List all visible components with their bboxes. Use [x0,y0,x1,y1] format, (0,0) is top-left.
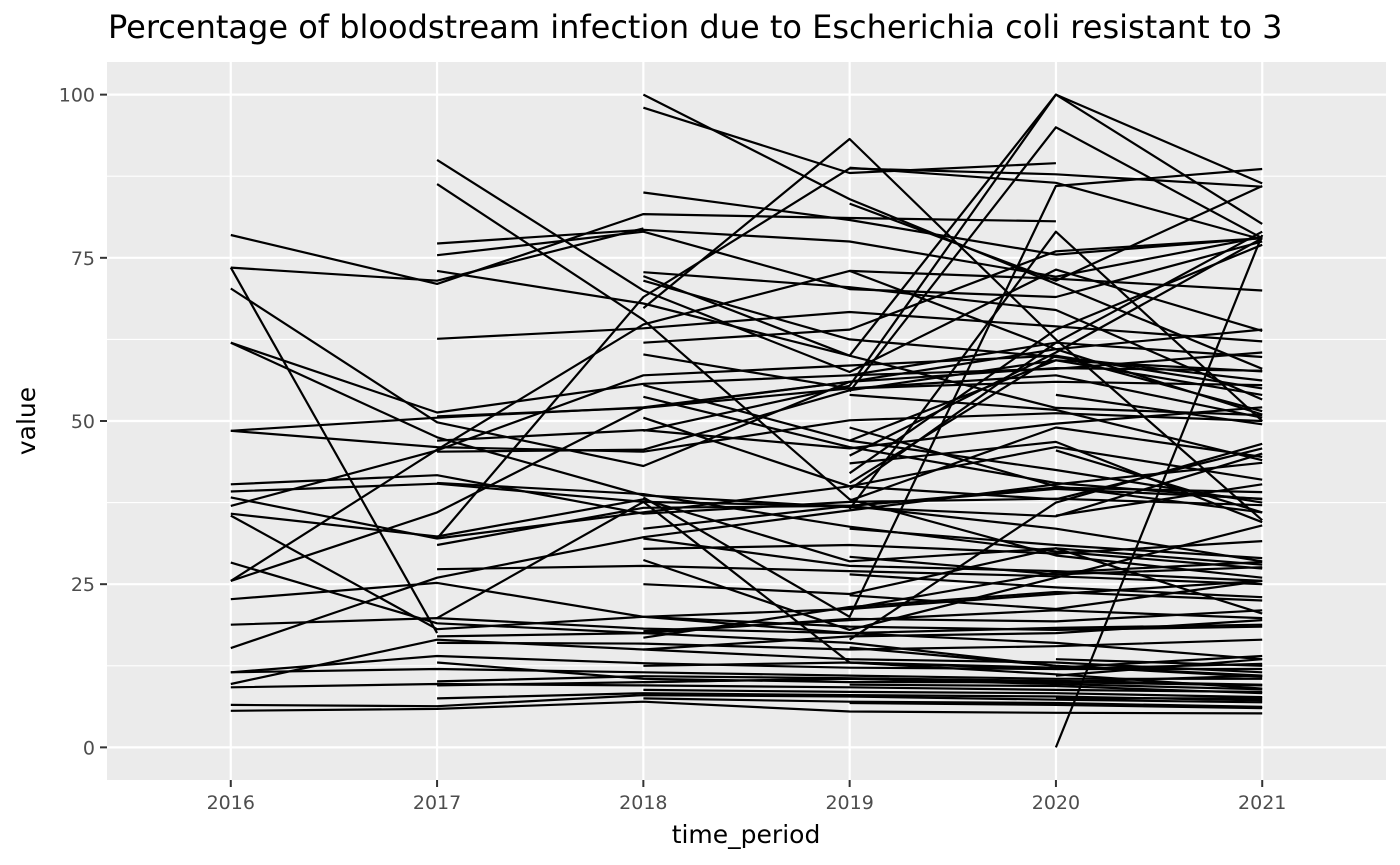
series-line-98 [849,701,1263,710]
series-line-16 [230,328,1263,582]
series-line-34 [437,406,1263,450]
series-line-61 [643,504,1263,563]
series-line-6 [230,341,1263,518]
series-line-22 [230,667,1263,680]
x-axis-title: time_period [672,820,821,849]
series-line-103 [1055,658,1263,667]
series-line-1 [230,213,1056,285]
series-line-50 [643,271,1263,401]
series-line-55 [643,353,1263,419]
series-line-78 [848,126,1263,393]
series-line-51 [643,93,1263,357]
series-line-42 [437,638,1263,651]
series-line-3 [229,267,439,634]
series-line-75 [849,185,1263,282]
axis-ticks [100,93,1264,787]
series-line-80 [849,426,1263,514]
series-line-27 [436,158,1263,374]
series-line-84 [848,243,1263,475]
series-line-49 [643,191,1263,256]
series-line-62 [643,537,1263,582]
series-line-72 [643,688,1263,699]
series-line-71 [643,677,1263,691]
y-tick-label: 50 [71,411,95,433]
axis-tick-labels: 0 25 50 75 100 2016 2017 2018 2019 2020 2021 [59,85,1287,814]
series-line-25 [230,693,1263,708]
series-line-95 [849,646,1263,678]
series-line-20 [230,461,1263,650]
series-line-23 [230,619,1263,686]
series-line-87 [849,426,1263,502]
series-line-90 [849,555,1263,576]
series-line-8 [230,412,1263,453]
series-line-67 [643,609,1263,633]
series-line-52 [643,279,1263,382]
chart-title: Percentage of bloodstream infection due … [108,8,1283,46]
series-line-48 [643,106,1056,175]
y-axis-title: value [12,387,41,455]
y-tick-label: 25 [71,574,95,596]
series-line-89 [849,527,1263,560]
series-line-41 [437,609,1263,638]
y-tick-label: 0 [83,737,95,759]
y-tick-label: 75 [71,248,95,270]
series-line-68 [643,590,1263,639]
series-line-24 [230,682,1263,693]
series-line-4 [230,287,851,468]
x-tick-label: 2017 [413,792,461,814]
y-tick-label: 100 [59,85,95,107]
series-line-63 [643,540,1263,555]
series-line-104 [1055,658,1263,677]
series-line-93 [849,560,1263,610]
series-line-54 [643,237,1263,344]
series-line-99 [1054,234,1264,748]
series-line-30 [436,230,1263,299]
series-line-94 [848,442,1263,641]
series-line-28 [436,183,1263,579]
series-line-59 [643,93,1263,432]
series-line-79 [849,393,1263,462]
x-tick-label: 2019 [825,792,873,814]
series-line-56 [643,384,1263,504]
series-line-97 [849,683,1263,695]
series-line-26 [230,700,1263,715]
series-line-88 [848,230,1263,510]
x-tick-label: 2016 [207,792,255,814]
series-line-100 [1055,393,1263,426]
series-line-73 [643,697,1263,708]
series-line-82 [849,237,1263,457]
series-line-96 [849,661,1263,690]
series-line-74 [849,166,1263,241]
series-line-14 [230,514,1263,631]
series-line-101 [1055,449,1263,514]
series-line-102 [1055,483,1263,517]
series-line-36 [437,481,1263,570]
series-line-32 [437,310,1263,343]
x-tick-label: 2018 [619,792,667,814]
series-line-91 [849,573,1263,599]
series-lines [229,93,1264,748]
series-line-81 [849,359,1263,442]
x-tick-label: 2021 [1238,792,1286,814]
x-tick-label: 2020 [1032,792,1080,814]
series-line-29 [437,228,1263,278]
series-line-86 [848,230,1263,491]
series-line-92 [849,579,1263,611]
